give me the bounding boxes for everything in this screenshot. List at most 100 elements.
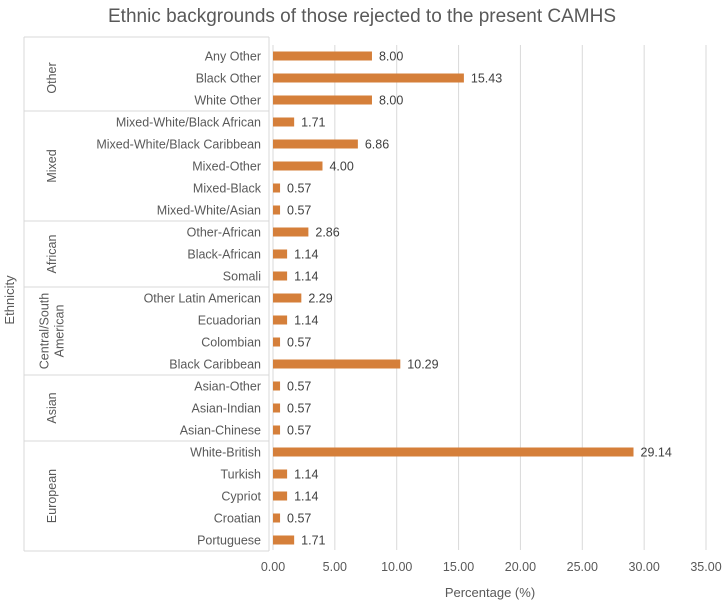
data-label: 6.86: [365, 138, 389, 152]
category-label: Asian-Other: [194, 380, 261, 394]
bars: [273, 51, 634, 545]
data-labels: 8.00 15.43 8.00 1.71 6.86 4.00 0.57 0.57 2.86 1.1…: [287, 50, 672, 548]
category-label: Ecuadorian: [198, 314, 261, 328]
bar: [273, 51, 372, 61]
y-axis-title: Ethnicity: [2, 275, 17, 325]
category-label: Black-African: [187, 248, 261, 262]
x-tick-label: 0.00: [261, 560, 285, 574]
category-label: Black Other: [196, 72, 261, 86]
group-label: African: [45, 235, 59, 274]
x-tick-label: 5.00: [323, 560, 347, 574]
group-label: Other: [45, 62, 59, 93]
data-label: 1.14: [294, 468, 318, 482]
group-label-line: Asian: [45, 392, 59, 423]
data-label: 29.14: [641, 446, 672, 460]
x-tick-label: 10.00: [381, 560, 412, 574]
bar: [273, 359, 401, 369]
bar: [273, 469, 288, 479]
category-label: Any Other: [205, 50, 261, 64]
data-label: 4.00: [329, 160, 353, 174]
category-label: Mixed-White/Asian: [157, 204, 261, 218]
bar: [273, 117, 295, 127]
group-label-line: Mixed: [45, 149, 59, 182]
bar: [273, 337, 281, 347]
group-label: Mixed: [45, 149, 59, 182]
bar: [273, 227, 309, 237]
group-label: Central/SouthAmerican: [38, 293, 67, 369]
bar: [273, 183, 281, 193]
category-label: Asian-Indian: [192, 402, 262, 416]
x-tick-label: 20.00: [505, 560, 536, 574]
group-label-line: African: [45, 235, 59, 274]
data-label: 0.57: [287, 182, 311, 196]
data-label: 1.71: [301, 534, 325, 548]
category-label: Other Latin American: [144, 292, 261, 306]
category-label: Mixed-Other: [192, 160, 261, 174]
data-label: 0.57: [287, 512, 311, 526]
bar: [273, 447, 634, 457]
bar: [273, 161, 323, 171]
data-label: 2.86: [315, 226, 339, 240]
group-label-line: American: [53, 305, 67, 358]
data-label: 0.57: [287, 424, 311, 438]
data-label: 8.00: [379, 94, 403, 108]
x-tick-label: 15.00: [443, 560, 474, 574]
data-label: 0.57: [287, 380, 311, 394]
category-label: Mixed-White/Black Caribbean: [96, 138, 261, 152]
group-label-line: Central/South: [38, 293, 52, 369]
category-label: Turkish: [220, 468, 261, 482]
data-label: 2.29: [308, 292, 332, 306]
group-label: European: [45, 469, 59, 523]
bar: [273, 73, 464, 83]
category-label: White Other: [194, 94, 261, 108]
group-label-line: Other: [45, 62, 59, 93]
bar: [273, 205, 281, 215]
data-label: 1.14: [294, 270, 318, 284]
data-label: 1.14: [294, 490, 318, 504]
group-labels: Other Mixed African Central/SouthAmerican As…: [23, 36, 270, 552]
category-labels: Any Other Black Other White Other Mixed-Whi…: [96, 50, 261, 548]
bar: [273, 139, 358, 149]
data-label: 0.57: [287, 204, 311, 218]
group-label-line: European: [45, 469, 59, 523]
bar: [273, 403, 281, 413]
x-tick-label: 30.00: [629, 560, 660, 574]
category-label: Portuguese: [197, 534, 261, 548]
data-label: 0.57: [287, 336, 311, 350]
data-label: 10.29: [407, 358, 438, 372]
bar: [273, 425, 281, 435]
data-label: 8.00: [379, 50, 403, 64]
bar: [273, 293, 302, 303]
chart-title: Ethnic backgrounds of those rejected to …: [108, 6, 616, 27]
x-tick-label: 35.00: [690, 560, 721, 574]
data-label: 1.71: [301, 116, 325, 130]
bar: [273, 491, 288, 501]
category-label: White-British: [190, 446, 261, 460]
data-label: 0.57: [287, 402, 311, 416]
bar: [273, 271, 288, 281]
gridlines: [272, 45, 707, 550]
group-label: Asian: [45, 392, 59, 423]
bar: [273, 513, 281, 523]
data-label: 1.14: [294, 314, 318, 328]
category-label: Black Caribbean: [169, 358, 261, 372]
x-tick-label: 25.00: [567, 560, 598, 574]
category-label: Colombian: [201, 336, 261, 350]
x-axis-title: Percentage (%): [445, 585, 535, 600]
bar: [273, 315, 288, 325]
bar: [273, 95, 372, 105]
category-label: Cypriot: [221, 490, 261, 504]
category-label: Somali: [223, 270, 261, 284]
category-label: Mixed-Black: [193, 182, 262, 196]
data-label: 15.43: [471, 72, 502, 86]
category-label: Mixed-White/Black African: [116, 116, 261, 130]
category-label: Asian-Chinese: [180, 424, 261, 438]
data-label: 1.14: [294, 248, 318, 262]
bar: [273, 535, 295, 545]
bar: [273, 381, 281, 391]
category-label: Croatian: [214, 512, 261, 526]
x-tick-labels: 0.00 5.00 10.00 15.00 20.00 25.00 30.00 35.00: [261, 560, 722, 574]
bar: [273, 249, 288, 259]
category-label: Other-African: [187, 226, 261, 240]
